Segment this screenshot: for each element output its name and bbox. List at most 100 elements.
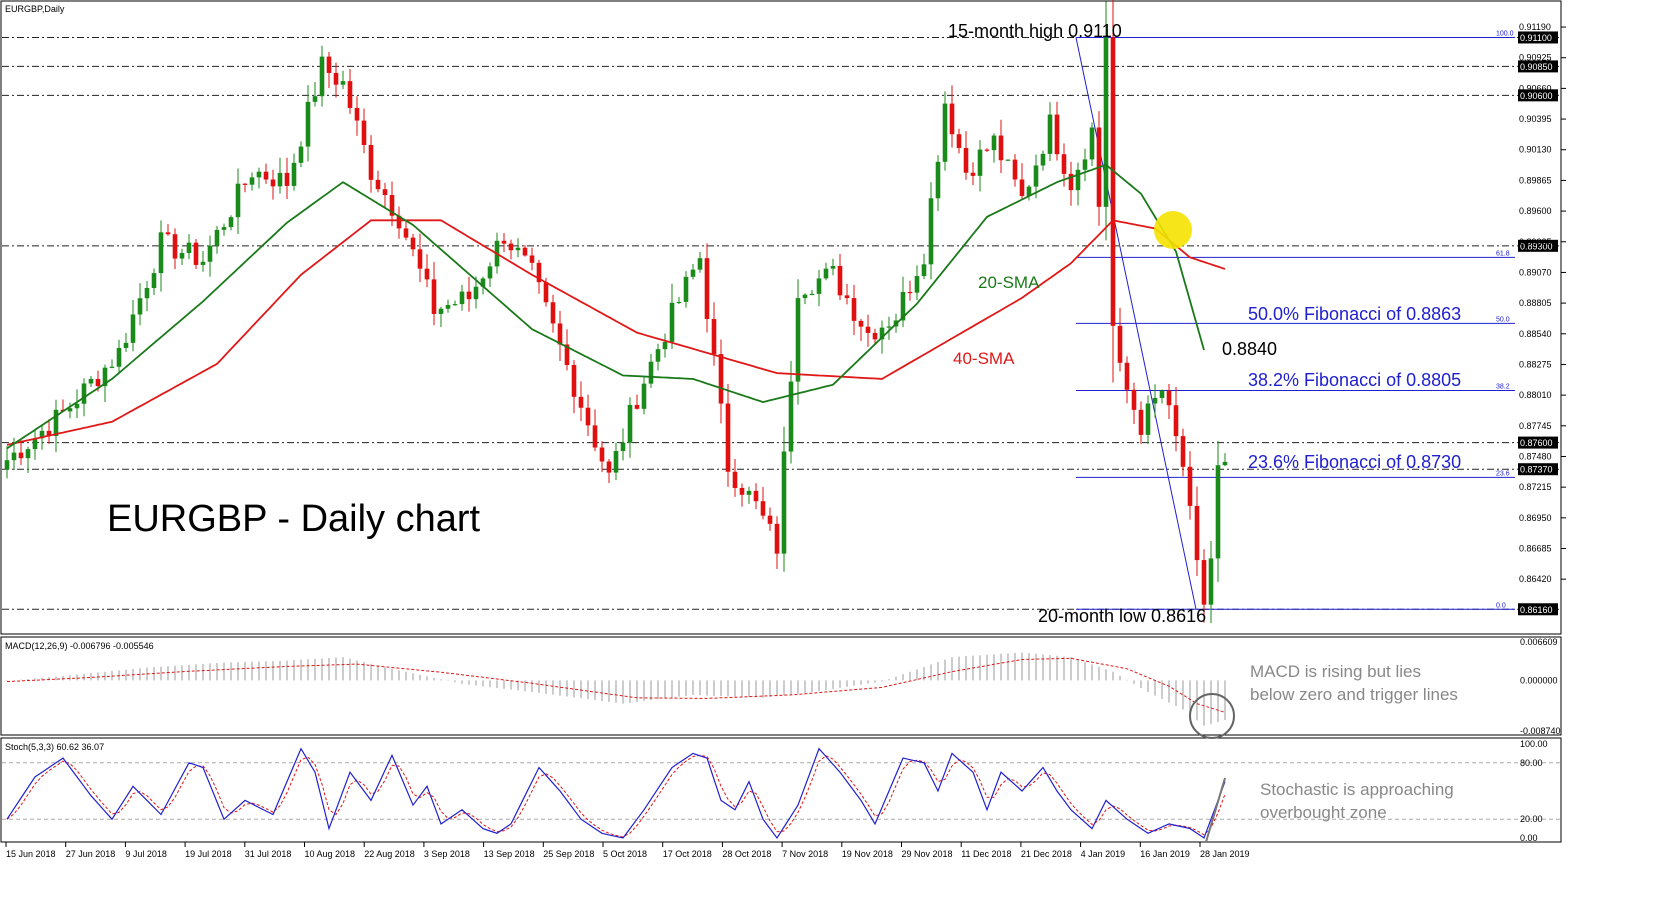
time-tick-label: 22 Aug 2018 xyxy=(364,849,415,859)
candle-body xyxy=(193,242,199,265)
candle-body xyxy=(137,298,143,315)
macd-circle-marker xyxy=(1189,693,1235,739)
sma20-line xyxy=(6,163,1205,450)
candle-body xyxy=(18,452,24,459)
time-tick-label: 28 Jan 2019 xyxy=(1200,849,1250,859)
candle-body xyxy=(760,501,766,516)
candle-body xyxy=(256,171,262,178)
time-tick-label: 31 Jul 2018 xyxy=(245,849,292,859)
price-tick-label: 0.89070 xyxy=(1519,267,1552,277)
level-box xyxy=(1518,89,1558,102)
candle-body xyxy=(95,378,101,387)
candle-body xyxy=(508,243,514,251)
fib-level-label: 50.0 xyxy=(1496,316,1510,323)
crossover-highlight xyxy=(1154,211,1192,249)
price-tick-label: 0.90925 xyxy=(1519,53,1552,63)
level-label: 0.87600 xyxy=(1520,438,1553,448)
candle-body xyxy=(326,56,332,73)
candle-body xyxy=(354,107,360,121)
price-tick-label: 0.86420 xyxy=(1519,574,1552,584)
sma40-label: 40-SMA xyxy=(953,349,1015,368)
candle-body xyxy=(746,490,752,495)
candle-body xyxy=(928,198,934,265)
candle-body xyxy=(88,378,94,384)
fib-level-label: 23.6 xyxy=(1496,470,1510,477)
candle-body xyxy=(1047,114,1053,154)
candle-body xyxy=(109,366,115,368)
price-tick-label: 0.89600 xyxy=(1519,206,1552,216)
candle-body xyxy=(32,438,38,450)
candle-body xyxy=(270,179,276,187)
candle-body xyxy=(1208,558,1214,605)
candle-body xyxy=(865,326,871,333)
candle-body xyxy=(200,261,206,265)
candle-body xyxy=(1138,409,1144,435)
candle-body xyxy=(123,342,129,348)
candle-body xyxy=(970,172,976,176)
candle-body xyxy=(1019,179,1025,196)
candle-body xyxy=(914,276,920,293)
time-tick-label: 13 Sep 2018 xyxy=(484,849,535,859)
candle-body xyxy=(1026,186,1032,196)
candle-body xyxy=(550,302,556,324)
candle-body xyxy=(648,361,654,384)
candle-body xyxy=(977,149,983,176)
price-tick-label: 0.88805 xyxy=(1519,298,1552,308)
candle-body xyxy=(1159,390,1165,398)
candle-body xyxy=(536,262,542,283)
candle-body xyxy=(487,266,493,279)
candle-body xyxy=(277,172,283,187)
time-tick-label: 11 Dec 2018 xyxy=(961,849,1011,859)
stoch-tick-label: 80.00 xyxy=(1520,758,1543,768)
candle-body xyxy=(1012,159,1018,180)
candle-body xyxy=(130,314,136,343)
candle-body xyxy=(1117,325,1123,363)
time-tick-label: 7 Nov 2018 xyxy=(782,849,828,859)
level-box xyxy=(1518,463,1558,476)
candle-body xyxy=(67,408,73,412)
fib-level-label: 0.0 xyxy=(1496,602,1506,609)
level-label: 0.86160 xyxy=(1520,605,1553,615)
fib382-annotation: 38.2% Fibonacci of 0.8805 xyxy=(1248,370,1461,390)
candle-body xyxy=(347,81,353,108)
candle-body xyxy=(25,449,31,459)
stoch-panel-frame xyxy=(0,737,1562,843)
candle-body xyxy=(1131,389,1137,410)
fib-level-label: 100.0 xyxy=(1496,30,1514,37)
macd-tick-label: 0.000000 xyxy=(1520,675,1558,685)
price-tick-label: 0.90130 xyxy=(1519,145,1552,155)
candle-body xyxy=(389,194,395,216)
candle-body xyxy=(634,404,640,409)
candle-body xyxy=(732,471,738,488)
candle-body xyxy=(921,264,927,277)
candle-body xyxy=(809,293,815,296)
macd-panel-frame xyxy=(0,636,1562,736)
candle-body xyxy=(368,144,374,180)
level-label: 0.89300 xyxy=(1520,241,1553,251)
price-axis: 0.91190 0.90925 0.90660 0.90395 0.90130 0.898… xyxy=(1519,22,1566,584)
macd-title: MACD(12,26,9) -0.006796 -0.005546 xyxy=(5,641,154,651)
candle-body xyxy=(690,269,696,277)
candle-body xyxy=(781,451,787,554)
level-box xyxy=(1518,603,1558,616)
macd-signal-line xyxy=(6,657,1226,713)
candle-body xyxy=(683,276,689,302)
fib-level-label: 61.8 xyxy=(1496,250,1510,257)
candle-body xyxy=(1166,390,1172,406)
macd-tick-label: -0.008740 xyxy=(1520,726,1561,736)
candle-body xyxy=(1215,465,1221,559)
candle-body xyxy=(1068,173,1074,191)
level-label: 0.91100 xyxy=(1520,33,1552,43)
candle-body xyxy=(704,258,710,320)
candle-body xyxy=(837,266,843,296)
level-box xyxy=(1518,239,1558,252)
candle-body xyxy=(711,319,717,355)
candle-body xyxy=(571,364,577,397)
price-tick-label: 0.88010 xyxy=(1519,390,1552,400)
candle-body xyxy=(935,161,941,199)
candle-body xyxy=(228,217,234,228)
time-tick-label: 17 Oct 2018 xyxy=(663,849,712,859)
candle-body xyxy=(858,320,864,327)
candle-body xyxy=(592,425,598,448)
candle-body xyxy=(361,120,367,145)
